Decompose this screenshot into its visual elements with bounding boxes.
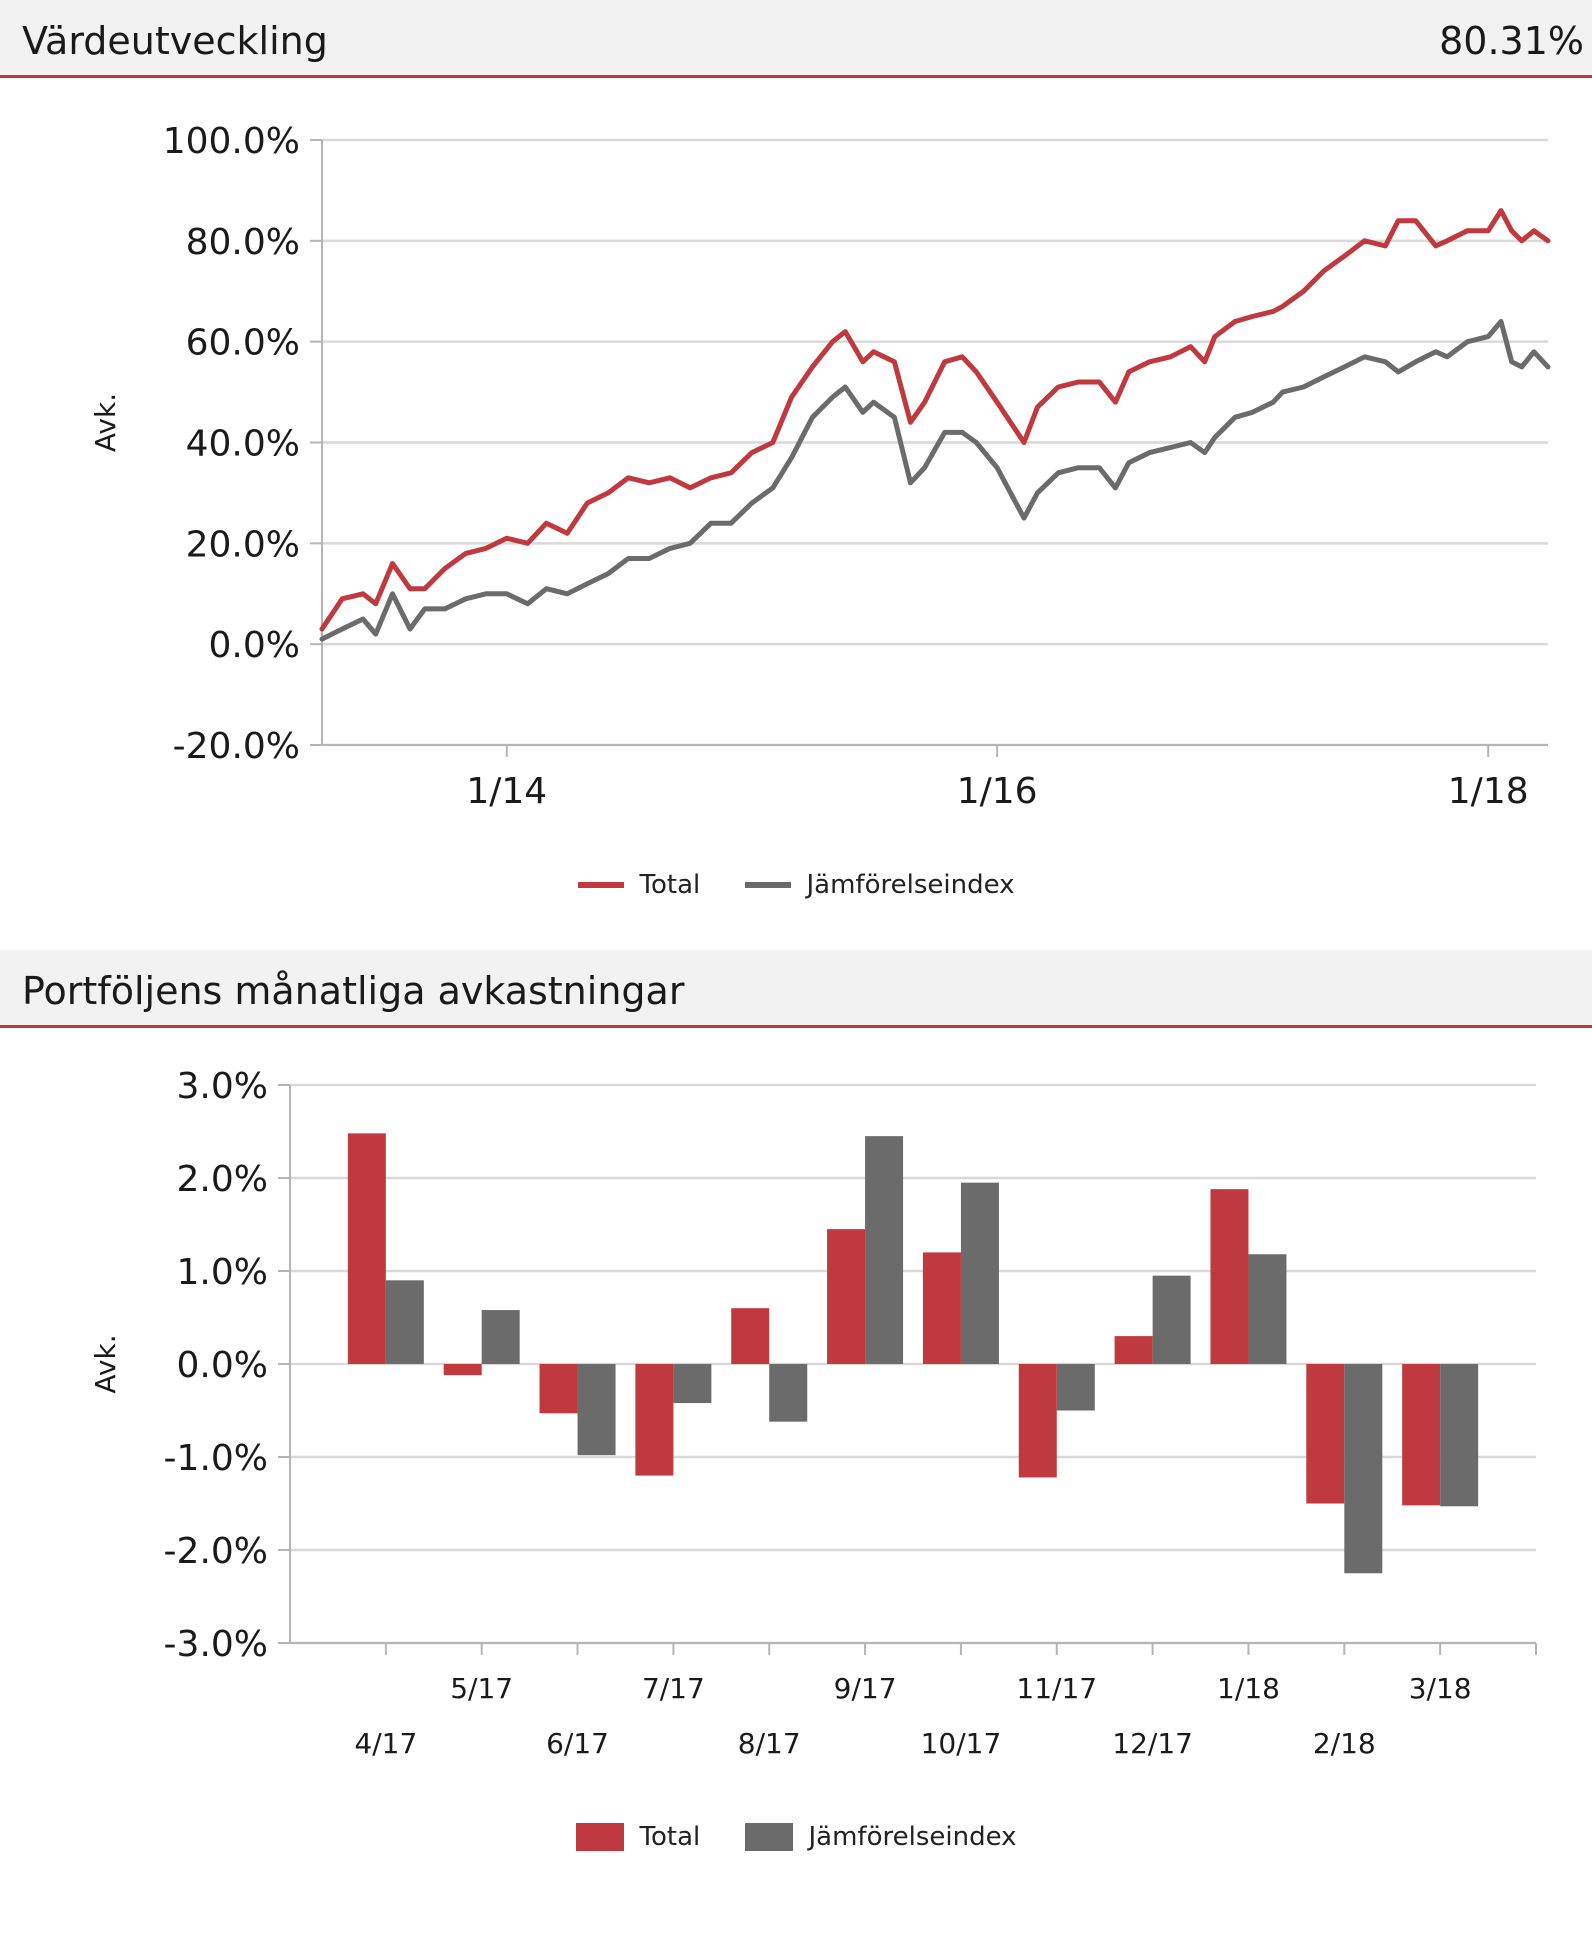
bar-index bbox=[577, 1364, 616, 1456]
y-tick-label: -20.0% bbox=[173, 726, 300, 767]
legend-label-index: Jämförelseindex bbox=[806, 870, 1015, 900]
x-category-label: 4/17 bbox=[354, 1727, 417, 1760]
y-tick-label: 80.0% bbox=[186, 222, 300, 263]
bar-index bbox=[1056, 1364, 1095, 1411]
section-title-performance: Värdeutveckling bbox=[22, 19, 328, 63]
y-tick-label: -3.0% bbox=[164, 1624, 268, 1665]
bar-total bbox=[347, 1133, 386, 1364]
bar-index bbox=[865, 1136, 904, 1364]
bar-chart: 3.0% 2.0% 1.0% 0.0% -1.0% -2.0% -3.0% Avk. 4/17 5… bbox=[89, 1066, 1537, 1760]
x-tick-label: 1/18 bbox=[1448, 771, 1529, 812]
y-tick-label: 20.0% bbox=[186, 524, 300, 565]
bar-index bbox=[1152, 1275, 1191, 1364]
bar-legend-item-index: Jämförelseindex bbox=[744, 1822, 1017, 1852]
y-tick-label: 40.0% bbox=[186, 424, 300, 465]
x-tick-label: 1/16 bbox=[957, 771, 1038, 812]
x-category-label: 9/17 bbox=[834, 1672, 897, 1705]
bar-index bbox=[385, 1280, 424, 1364]
x-category-label: 2/18 bbox=[1313, 1727, 1376, 1760]
bar-total bbox=[443, 1364, 482, 1376]
legend-swatch-index bbox=[744, 882, 791, 888]
y-tick-label: 2.0% bbox=[177, 1159, 268, 1200]
y-tick-label: 0.0% bbox=[209, 625, 300, 666]
bar-index bbox=[481, 1310, 520, 1364]
x-category-label: 11/17 bbox=[1016, 1672, 1097, 1705]
y-tick-label: -1.0% bbox=[164, 1438, 268, 1479]
y-tick-label: 0.0% bbox=[177, 1345, 268, 1386]
x-category-label: 1/18 bbox=[1217, 1672, 1280, 1705]
legend-label-total: Total bbox=[639, 870, 701, 900]
bar-index bbox=[673, 1364, 712, 1404]
section-header-performance: Värdeutveckling 80.31% bbox=[0, 0, 1592, 78]
bar-legend-item-total: Total bbox=[575, 1822, 701, 1852]
bar-index bbox=[960, 1182, 999, 1364]
bar-total bbox=[1018, 1364, 1057, 1478]
bar-total bbox=[1402, 1364, 1441, 1506]
bar-legend-label-total: Total bbox=[639, 1822, 701, 1852]
bar-index bbox=[1344, 1364, 1383, 1574]
bar-index bbox=[769, 1364, 808, 1422]
line-chart-legend: Total Jämförelseindex bbox=[0, 865, 1592, 900]
series-line-index bbox=[319, 319, 1551, 642]
bar-total bbox=[731, 1308, 770, 1364]
legend-item-total: Total bbox=[577, 870, 701, 900]
section-header-monthly: Portföljens månatliga avkastningar bbox=[0, 950, 1592, 1028]
x-category-label: 6/17 bbox=[546, 1727, 609, 1760]
section-title-monthly: Portföljens månatliga avkastningar bbox=[22, 969, 685, 1013]
series-line-total bbox=[319, 208, 1551, 632]
bar-total bbox=[827, 1229, 866, 1364]
bar-total bbox=[922, 1252, 961, 1364]
line-chart: 100.0% 80.0% 60.0% 40.0% 20.0% 0.0% -20.0% 1/14… bbox=[89, 121, 1551, 812]
y-axis-label: Avk. bbox=[89, 1334, 122, 1393]
x-category-label: 7/17 bbox=[642, 1672, 705, 1705]
bar-index bbox=[1248, 1254, 1287, 1364]
y-tick-label: 100.0% bbox=[163, 121, 300, 162]
legend-swatch-total bbox=[577, 882, 624, 888]
x-category-label: 8/17 bbox=[738, 1727, 801, 1760]
y-tick-label: 60.0% bbox=[186, 323, 300, 364]
bar-legend-swatch-index bbox=[744, 1823, 793, 1851]
x-category-label: 5/17 bbox=[450, 1672, 513, 1705]
x-category-label: 3/18 bbox=[1409, 1672, 1472, 1705]
y-tick-label: -2.0% bbox=[164, 1531, 268, 1572]
bar-total bbox=[1210, 1189, 1249, 1364]
y-tick-label: 3.0% bbox=[177, 1066, 268, 1107]
bar-index bbox=[1440, 1364, 1479, 1507]
total-return-value: 80.31% bbox=[1439, 19, 1584, 63]
bar-legend-swatch-total bbox=[575, 1823, 624, 1851]
bar-total bbox=[1306, 1364, 1345, 1504]
bar-total bbox=[1114, 1336, 1153, 1364]
bar-total bbox=[539, 1364, 578, 1414]
bar-chart-legend: Total Jämförelseindex bbox=[0, 1822, 1592, 1858]
bar-total bbox=[635, 1364, 674, 1476]
x-category-label: 10/17 bbox=[921, 1727, 1002, 1760]
x-category-label: 12/17 bbox=[1112, 1727, 1193, 1760]
legend-item-index: Jämförelseindex bbox=[744, 870, 1015, 900]
y-axis-label: Avk. bbox=[89, 393, 122, 452]
bar-legend-label-index: Jämförelseindex bbox=[808, 1822, 1017, 1852]
y-tick-label: 1.0% bbox=[177, 1252, 268, 1293]
x-tick-label: 1/14 bbox=[466, 771, 547, 812]
